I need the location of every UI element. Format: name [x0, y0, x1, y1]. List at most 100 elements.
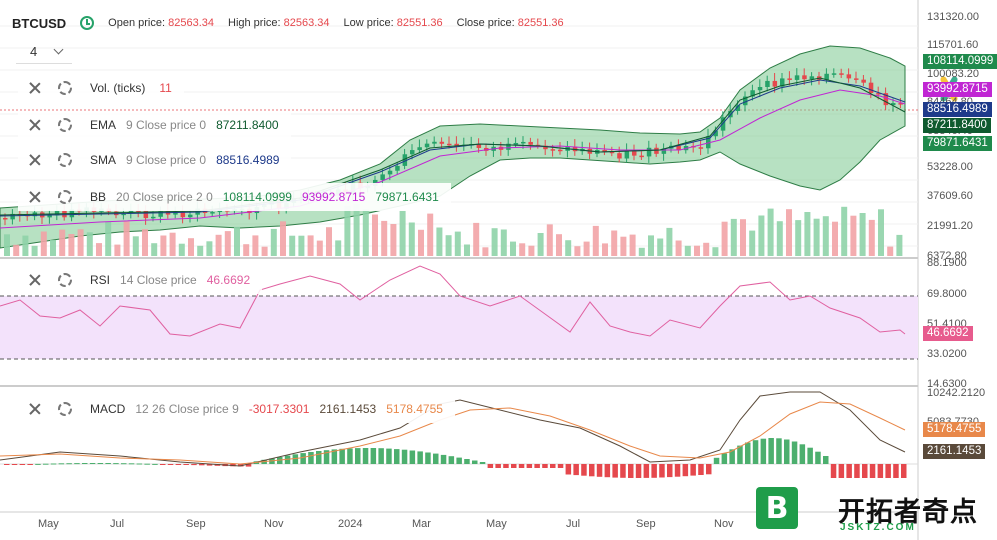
- volume-bar: [822, 216, 829, 256]
- macd-histogram-bar: [799, 444, 806, 464]
- volume-bar: [96, 243, 102, 256]
- macd-histogram-bar: [74, 463, 80, 465]
- macd-histogram-bar: [331, 449, 338, 464]
- volume-bar: [510, 241, 516, 256]
- macd-histogram-bar: [760, 438, 767, 464]
- macd-histogram-bar: [160, 464, 166, 465]
- legend-bb: BB 20 Close price 2 0 108114.0999 93992.…: [18, 183, 451, 211]
- volume-bar: [132, 236, 139, 256]
- close-icon[interactable]: [28, 190, 42, 204]
- interval-value: 4: [30, 44, 38, 59]
- close-icon[interactable]: [28, 118, 42, 132]
- price-tag: 79871.6431: [923, 136, 992, 151]
- time-axis-label: 2024: [338, 518, 363, 530]
- close-icon[interactable]: [28, 81, 42, 95]
- volume-bar: [335, 240, 342, 256]
- price-axis-label: 115701.60: [927, 39, 979, 51]
- macd-histogram-bar: [370, 448, 377, 464]
- candle-body: [447, 143, 452, 146]
- macd-histogram-bar: [667, 464, 673, 478]
- candle-body: [898, 103, 903, 105]
- volume-bar: [611, 230, 618, 256]
- macd-histogram-bar: [19, 464, 26, 465]
- volume-bar: [390, 224, 397, 256]
- macd-histogram-bar: [869, 464, 876, 478]
- symbol-label[interactable]: BTCUSD: [12, 15, 67, 31]
- macd-histogram-bar: [557, 464, 564, 468]
- candle-body: [602, 149, 607, 152]
- volume-bar: [316, 240, 323, 256]
- candle-body: [395, 165, 400, 171]
- chevron-down-icon: [53, 44, 64, 55]
- rsi-axis-label: 88.1900: [927, 257, 967, 269]
- close-icon[interactable]: [28, 153, 42, 167]
- volume-bar: [86, 232, 93, 256]
- macd-histogram-bar: [464, 459, 470, 464]
- volume-bar: [648, 235, 654, 256]
- macd-tag: 2161.1453: [923, 444, 986, 459]
- volume-bar: [381, 220, 388, 256]
- volume-bar: [123, 221, 130, 256]
- volume-bar: [399, 210, 406, 256]
- interval-select[interactable]: 4: [16, 40, 72, 64]
- volume-bar: [694, 245, 700, 256]
- candle-body: [151, 216, 156, 219]
- volume-bar: [105, 221, 112, 256]
- gear-icon[interactable]: [58, 81, 72, 95]
- gear-icon[interactable]: [58, 153, 72, 167]
- volume-bar: [666, 227, 673, 256]
- volume-bar: [712, 247, 719, 256]
- macd-histogram-bar: [815, 451, 821, 464]
- candle-body: [861, 79, 866, 83]
- candle-body: [624, 151, 630, 159]
- macd-histogram-bar: [589, 464, 595, 477]
- candle-body: [617, 153, 622, 159]
- volume-bar: [758, 215, 765, 256]
- candle-body: [876, 93, 881, 95]
- gear-icon[interactable]: [58, 402, 72, 416]
- volume-bar: [583, 241, 590, 256]
- volume-bar: [868, 219, 875, 256]
- brand-logo: B: [756, 487, 798, 529]
- macd-histogram-bar: [901, 464, 907, 478]
- volume-bar: [50, 240, 56, 256]
- clock-icon[interactable]: [80, 16, 95, 30]
- macd-histogram-bar: [846, 464, 852, 478]
- macd-histogram-bar: [339, 448, 345, 464]
- macd-histogram-bar: [386, 448, 392, 464]
- volume-bar: [482, 247, 489, 256]
- macd-histogram-bar: [89, 463, 96, 464]
- gear-icon[interactable]: [58, 190, 72, 204]
- gear-icon[interactable]: [58, 273, 72, 287]
- candle-body: [387, 170, 393, 175]
- volume-bar: [234, 226, 240, 256]
- candle-body: [706, 136, 711, 149]
- macd-histogram-bar: [167, 464, 174, 465]
- macd-histogram-bar: [651, 464, 657, 478]
- rsi-pane: [0, 265, 918, 360]
- candle-body: [513, 142, 519, 145]
- macd-histogram-bar: [830, 464, 837, 478]
- close-icon[interactable]: [28, 273, 42, 287]
- rsi-axis-label: 33.0200: [927, 348, 967, 360]
- legend-rsi: RSI 14 Close price 46.6692: [18, 266, 263, 294]
- bb-middle-line: [0, 89, 906, 229]
- candle-body: [654, 147, 659, 154]
- macd-histogram-bar: [682, 464, 689, 477]
- candle-body: [809, 76, 815, 80]
- macd-histogram-bar: [752, 440, 759, 464]
- volume-bar: [68, 234, 75, 256]
- volume-bar: [169, 232, 176, 256]
- volume-bar: [740, 219, 746, 256]
- candle-body: [639, 155, 644, 158]
- macd-histogram-bar: [238, 464, 244, 467]
- macd-histogram-bar: [542, 464, 548, 468]
- macd-histogram-bar: [768, 438, 774, 464]
- macd-histogram-bar: [448, 456, 455, 464]
- close-icon[interactable]: [28, 402, 42, 416]
- macd-histogram-bar: [113, 463, 119, 465]
- volume-bar: [344, 206, 351, 256]
- gear-icon[interactable]: [58, 118, 72, 132]
- volume-bar: [114, 244, 121, 256]
